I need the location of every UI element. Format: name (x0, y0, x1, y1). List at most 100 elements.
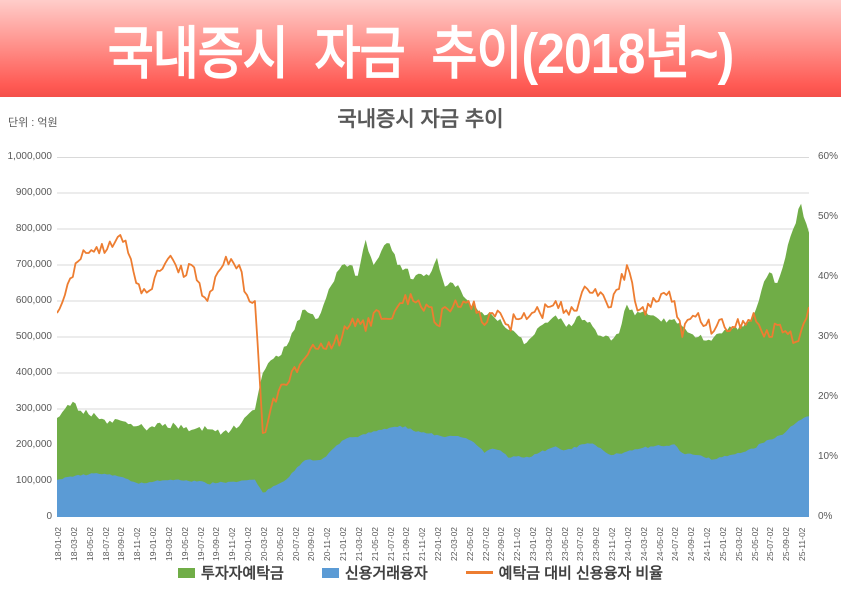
x-tick: 25-11-02 (796, 521, 808, 563)
y-right-tick-label: 20% (818, 391, 839, 402)
y-left-tick-label: 400,000 (15, 367, 52, 378)
y-left-tick-label: 700,000 (15, 259, 52, 270)
x-tick-label: 25-05-02 (749, 526, 760, 561)
deposits-area (57, 203, 809, 517)
x-tick-label: 20-09-02 (306, 526, 317, 561)
x-tick: 25-01-02 (717, 521, 729, 563)
x-tick-label: 19-05-02 (179, 526, 190, 561)
x-tick-label: 21-01-02 (338, 526, 348, 561)
deposits-swatch-icon (178, 567, 196, 578)
plot-area (57, 157, 809, 517)
x-tick-label: 23-03-02 (543, 526, 554, 561)
x-tick-label: 23-05-02 (559, 526, 570, 561)
x-tick: 19-05-02 (179, 521, 191, 563)
x-tick-label: 23-07-02 (575, 526, 586, 561)
x-tick-label: 20-03-02 (258, 526, 269, 561)
x-tick-label: 21-09-02 (401, 526, 412, 561)
x-tick: 23-05-02 (559, 521, 571, 563)
x-tick: 20-07-02 (290, 521, 302, 563)
legend-label-credit: 신용거래융자 (344, 565, 428, 582)
x-tick: 22-09-02 (495, 521, 507, 563)
x-tick-label: 22-11-02 (512, 527, 523, 561)
legend-item-credit: 신용거래융자 (321, 562, 428, 583)
ratio-line (57, 234, 809, 434)
x-tick: 25-03-02 (733, 521, 745, 563)
x-tick-label: 21-05-02 (369, 526, 380, 561)
x-tick-label: 24-09-02 (686, 526, 697, 561)
x-tick: 21-09-02 (400, 521, 412, 563)
x-tick-label: 19-07-02 (195, 526, 206, 561)
x-tick-label: 23-11-02 (607, 527, 618, 561)
x-tick: 19-01-02 (147, 521, 159, 563)
x-tick: 18-07-02 (100, 521, 112, 563)
y-right-tick-label: 50% (818, 211, 839, 222)
legend-item-ratio: 예탁금 대비 신용융자 비율 (465, 562, 663, 583)
x-tick-label: 20-01-02 (243, 526, 253, 561)
x-tick-label: 18-07-02 (100, 526, 111, 561)
x-tick-label: 20-07-02 (290, 526, 301, 561)
legend-label-deposits: 투자자예탁금 (201, 565, 284, 582)
x-tick-label: 21-07-02 (385, 526, 396, 561)
legend: 투자자예탁금 신용거래융자 예탁금 대비 신용융자 비율 (0, 562, 841, 583)
x-tick: 20-09-02 (305, 521, 317, 563)
chart-title: 국내증시 자금 추이 (337, 108, 504, 131)
x-tick-label: 18-05-02 (84, 526, 95, 561)
y-right-tick-label: 30% (818, 331, 839, 342)
y-left-tick-label: 0 (46, 511, 52, 522)
x-tick: 18-05-02 (84, 521, 96, 563)
x-tick-label: 23-01-02 (527, 526, 538, 561)
x-tick-label: 19-09-02 (211, 526, 222, 561)
x-tick: 19-03-02 (163, 521, 175, 563)
y-axis-left: 0 100,000 200,000 300,000 400,000 500,000 600,… (0, 151, 53, 529)
x-tick: 20-01-02 (242, 521, 254, 563)
ratio-line-swatch-icon (465, 571, 493, 574)
banner-title: 국내증시 자금 추이(2018년~) (107, 21, 735, 85)
credit-swatch-icon (321, 567, 339, 578)
x-tick: 22-03-02 (448, 521, 460, 563)
x-tick: 24-03-02 (638, 521, 650, 563)
x-tick: 24-09-02 (685, 521, 697, 563)
x-tick: 21-07-02 (385, 521, 397, 563)
x-tick-label: 22-01-02 (433, 526, 443, 561)
banner: 국내증시 자금 추이(2018년~) (0, 0, 841, 97)
x-tick: 24-11-02 (701, 521, 713, 563)
x-tick: 21-05-02 (369, 521, 381, 563)
x-tick-label: 19-03-02 (163, 526, 174, 561)
x-tick-label: 24-07-02 (670, 526, 681, 561)
x-tick: 24-01-02 (622, 521, 634, 563)
x-tick-label: 24-03-02 (638, 526, 649, 561)
x-tick-label: 21-03-02 (353, 526, 364, 561)
x-tick: 18-09-02 (115, 521, 127, 563)
x-tick-label: 22-05-02 (464, 526, 475, 561)
y-right-tick-label: 0% (818, 511, 833, 522)
x-tick-label: 24-05-02 (654, 526, 665, 561)
x-tick-label: 24-01-02 (622, 526, 633, 561)
x-tick: 20-05-02 (274, 521, 286, 563)
y-left-tick-label: 800,000 (15, 223, 52, 234)
x-tick: 18-03-02 (68, 521, 80, 563)
x-tick-label: 18-01-02 (53, 526, 63, 561)
legend-label-ratio: 예탁금 대비 신용융자 비율 (498, 565, 663, 582)
x-tick: 25-07-02 (764, 521, 776, 563)
unit-label: 단위 : 억원 (8, 117, 58, 129)
x-tick: 18-01-02 (52, 521, 64, 563)
x-tick: 23-01-02 (527, 521, 539, 563)
x-tick: 25-09-02 (780, 521, 792, 563)
x-tick-label: 25-07-02 (765, 526, 776, 561)
y-left-tick-label: 1,000,000 (7, 151, 53, 162)
x-tick: 19-09-02 (210, 521, 222, 563)
x-tick: 24-07-02 (669, 521, 681, 563)
x-tick-label: 25-11-02 (797, 527, 808, 561)
x-tick: 19-11-02 (226, 521, 238, 563)
x-tick-label: 25-09-02 (781, 526, 792, 561)
x-tick: 21-01-02 (337, 521, 349, 563)
y-left-tick-label: 300,000 (15, 403, 52, 414)
x-tick-label: 22-03-02 (448, 526, 459, 561)
x-tick-label: 25-01-02 (717, 526, 728, 561)
x-tick-label: 18-09-02 (116, 526, 127, 561)
y-axis-right: 0% 10% 20% 30% 40% 50% 60% (818, 151, 841, 529)
x-tick: 23-11-02 (606, 521, 618, 563)
y-right-tick-label: 10% (818, 451, 839, 462)
x-tick: 23-07-02 (574, 521, 586, 563)
